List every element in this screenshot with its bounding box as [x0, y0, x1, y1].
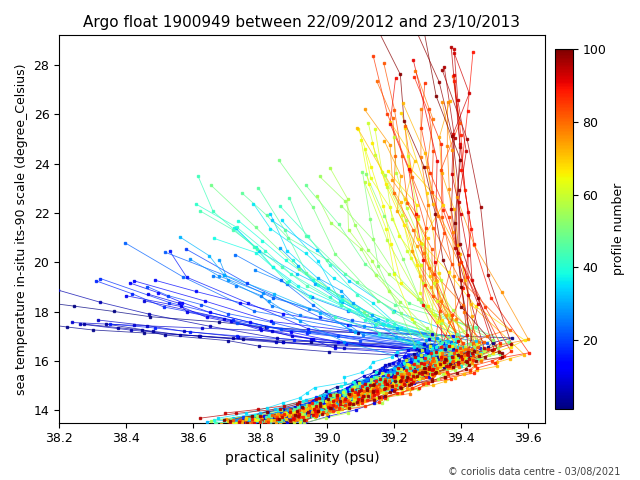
Y-axis label: sea temperature in-situ its-90 scale (degree_Celsius): sea temperature in-situ its-90 scale (de… — [15, 63, 28, 395]
X-axis label: practical salinity (psu): practical salinity (psu) — [225, 451, 379, 465]
Y-axis label: profile number: profile number — [612, 183, 625, 275]
Text: © coriolis data centre - 03/08/2021: © coriolis data centre - 03/08/2021 — [449, 467, 621, 477]
Title: Argo float 1900949 between 22/09/2012 and 23/10/2013: Argo float 1900949 between 22/09/2012 an… — [83, 15, 520, 30]
